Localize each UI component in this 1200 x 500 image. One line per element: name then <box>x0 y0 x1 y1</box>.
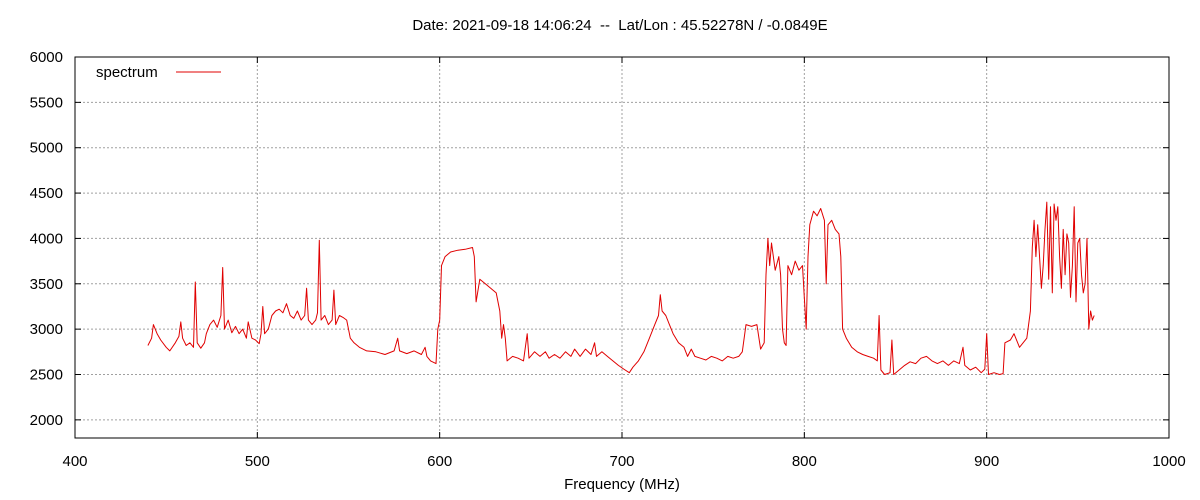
y-tick-label: 6000 <box>30 49 63 66</box>
chart-title: Date: 2021-09-18 14:06:24 -- Lat/Lon : 4… <box>412 17 828 34</box>
series-layer <box>147 201 1095 375</box>
x-tick-label: 1000 <box>1152 453 1185 470</box>
y-tick-label: 4500 <box>30 185 63 202</box>
y-tick-label: 2500 <box>30 367 63 384</box>
x-tick-label: 500 <box>245 453 270 470</box>
x-tick-label: 800 <box>792 453 817 470</box>
x-tick-label: 700 <box>609 453 634 470</box>
y-tick-label: 3000 <box>30 321 63 338</box>
plot-frame <box>74 56 1170 439</box>
axis-ticks: 400 500 600 700 800 900 1000 2000 2500 3000 3500 40… <box>30 49 1186 470</box>
x-tick-label: 900 <box>974 453 999 470</box>
y-tick-label: 5000 <box>30 140 63 157</box>
legend-label: spectrum <box>96 64 158 81</box>
y-tick-label: 2000 <box>30 412 63 429</box>
y-tick-label: 4000 <box>30 230 63 247</box>
x-tick-label: 400 <box>62 453 87 470</box>
x-tick-label: 600 <box>427 453 452 470</box>
series-line-spectrum <box>147 201 1095 375</box>
y-tick-label: 3500 <box>30 276 63 293</box>
legend: spectrum <box>96 64 221 81</box>
x-axis-label: Frequency (MHz) <box>564 476 680 493</box>
grid-lines <box>75 57 1169 438</box>
y-tick-label: 5500 <box>30 94 63 111</box>
